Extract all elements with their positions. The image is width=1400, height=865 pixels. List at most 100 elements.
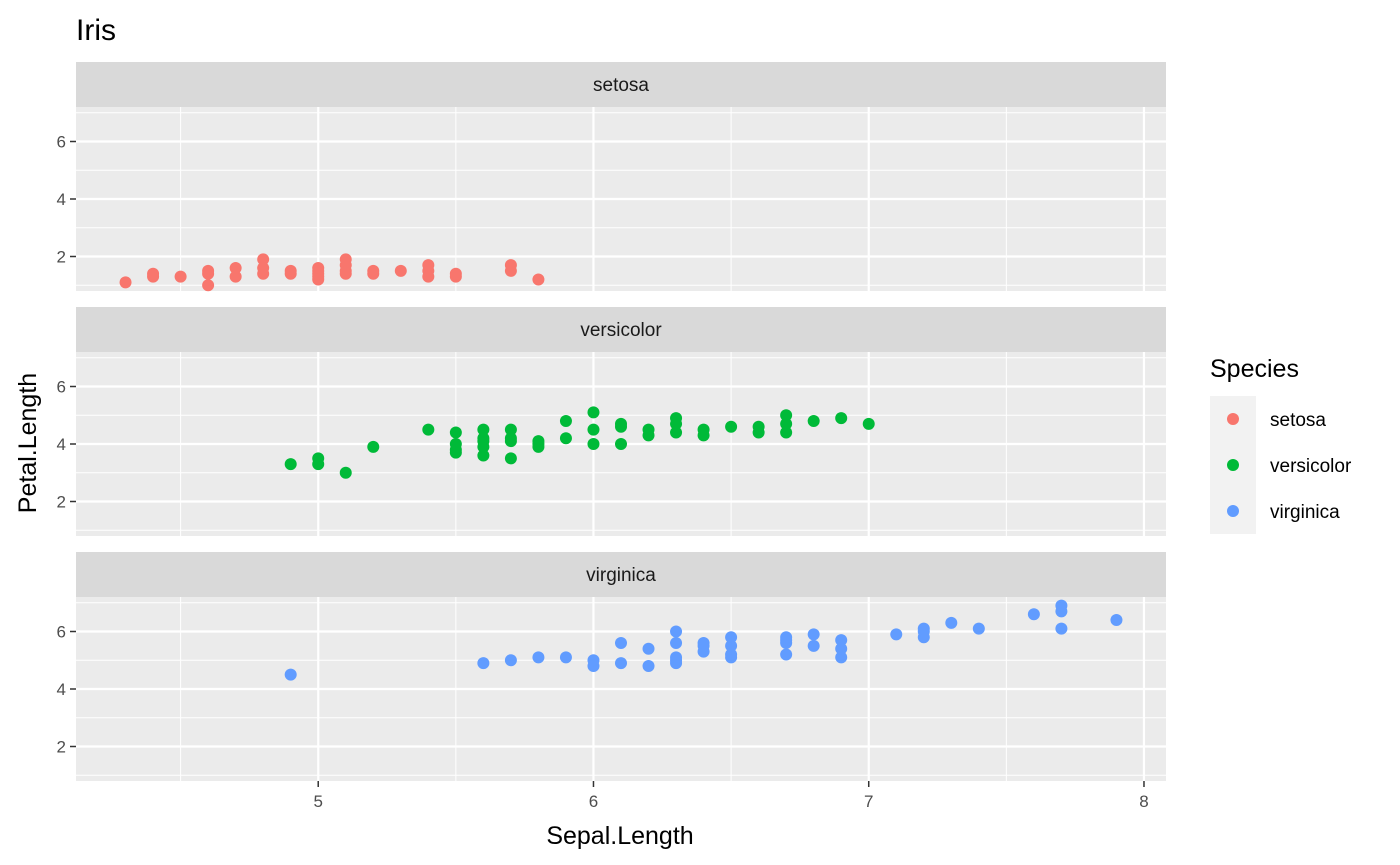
y-axis-title: Petal.Length	[14, 373, 42, 513]
legend: Species setosa versicolor virginica	[1210, 355, 1352, 534]
x-axis-title: Sepal.Length	[546, 822, 693, 850]
data-point-virginica	[642, 660, 655, 672]
data-point-versicolor	[670, 412, 683, 425]
facet-strip	[76, 307, 1166, 352]
data-point-versicolor	[449, 438, 462, 450]
data-point-setosa	[257, 262, 270, 274]
legend-label: versicolor	[1270, 456, 1352, 477]
data-point-virginica	[615, 637, 627, 649]
data-point-virginica	[725, 631, 738, 644]
x-axis: 5 6 7 8	[313, 781, 1149, 811]
data-point-setosa	[284, 264, 297, 277]
data-point-virginica	[615, 657, 627, 670]
data-point-versicolor	[780, 426, 793, 439]
data-point-virginica	[642, 642, 655, 655]
facet-strip-label: setosa	[593, 75, 649, 96]
facet-strip-label: virginica	[586, 565, 656, 586]
x-tick-label: 6	[589, 792, 598, 811]
y-tick-label: 6	[57, 133, 66, 152]
data-point-versicolor	[697, 423, 710, 436]
data-point-virginica	[835, 634, 848, 647]
legend-label: setosa	[1270, 410, 1326, 431]
data-point-versicolor	[587, 406, 600, 419]
legend-key-setosa	[1227, 413, 1239, 425]
data-point-versicolor	[504, 423, 517, 436]
data-point-versicolor	[367, 440, 380, 453]
data-point-setosa	[449, 267, 462, 280]
data-point-setosa	[422, 259, 435, 272]
data-point-versicolor	[807, 415, 820, 427]
y-tick-label: 2	[57, 738, 66, 757]
data-point-setosa	[202, 279, 215, 292]
legend-key-virginica	[1227, 505, 1239, 517]
x-tick-label: 7	[864, 792, 873, 811]
legend-label: virginica	[1270, 502, 1340, 523]
y-tick-label: 2	[57, 493, 66, 512]
chart-title: Iris	[76, 14, 116, 47]
legend-keys: setosa versicolor virginica	[1210, 396, 1352, 534]
data-point-virginica	[670, 651, 683, 664]
data-point-setosa	[147, 267, 160, 280]
data-point-versicolor	[670, 426, 683, 439]
data-point-virginica	[670, 637, 683, 649]
data-point-virginica	[559, 651, 572, 664]
data-point-versicolor	[477, 432, 490, 445]
data-point-versicolor	[862, 417, 875, 430]
data-point-setosa	[504, 259, 517, 272]
y-tick-label: 4	[57, 190, 66, 209]
data-point-versicolor	[339, 466, 352, 479]
legend-item-versicolor: versicolor	[1210, 442, 1352, 488]
data-point-versicolor	[504, 452, 517, 465]
facet-panels: setosa 2 4 6 versicolor 2 4 6 virginica 2 4 6	[57, 62, 1166, 781]
facet-panel-versicolor: versicolor 2 4 6	[57, 307, 1166, 536]
data-point-versicolor	[504, 432, 517, 445]
data-point-virginica	[835, 642, 848, 655]
data-point-versicolor	[835, 412, 848, 425]
data-point-virginica	[945, 616, 958, 629]
data-point-virginica	[1027, 608, 1040, 621]
data-point-virginica	[1055, 622, 1068, 635]
data-point-setosa	[394, 264, 407, 277]
x-tick-label: 8	[1139, 792, 1148, 811]
data-point-virginica	[835, 651, 848, 664]
data-point-virginica	[725, 648, 738, 661]
data-point-virginica	[532, 651, 545, 664]
facet-strip	[76, 62, 1166, 107]
y-tick-label: 2	[57, 248, 66, 267]
data-point-versicolor	[477, 423, 490, 436]
facet-strip	[76, 552, 1166, 597]
data-point-versicolor	[752, 420, 765, 433]
data-point-versicolor	[477, 449, 490, 462]
data-point-versicolor	[449, 426, 462, 439]
x-tick-label: 5	[313, 792, 322, 811]
y-tick-label: 6	[57, 623, 66, 642]
legend-key-versicolor	[1227, 459, 1239, 471]
data-point-versicolor	[532, 435, 545, 448]
data-point-setosa	[229, 270, 242, 283]
data-point-versicolor	[615, 438, 627, 450]
facet-panel-setosa: setosa 2 4 6	[57, 62, 1166, 292]
data-point-virginica	[807, 639, 820, 652]
facet-strip-label: versicolor	[580, 320, 662, 341]
data-point-versicolor	[780, 417, 793, 430]
data-point-virginica	[780, 648, 793, 661]
data-point-setosa	[174, 270, 187, 283]
data-point-versicolor	[312, 452, 325, 465]
data-point-setosa	[339, 253, 352, 266]
legend-item-setosa: setosa	[1210, 396, 1326, 442]
data-point-virginica	[587, 654, 600, 667]
data-point-virginica	[284, 668, 297, 681]
data-point-versicolor	[559, 415, 572, 427]
data-point-versicolor	[725, 420, 738, 433]
y-tick-label: 4	[57, 435, 66, 454]
data-point-versicolor	[642, 423, 655, 436]
legend-title: Species	[1210, 355, 1299, 383]
data-point-setosa	[202, 264, 215, 277]
data-point-virginica	[972, 622, 985, 635]
data-point-virginica	[1055, 599, 1068, 612]
data-point-versicolor	[587, 423, 600, 436]
data-point-virginica	[890, 628, 903, 641]
y-tick-label: 4	[57, 680, 66, 699]
data-point-setosa	[229, 262, 242, 274]
